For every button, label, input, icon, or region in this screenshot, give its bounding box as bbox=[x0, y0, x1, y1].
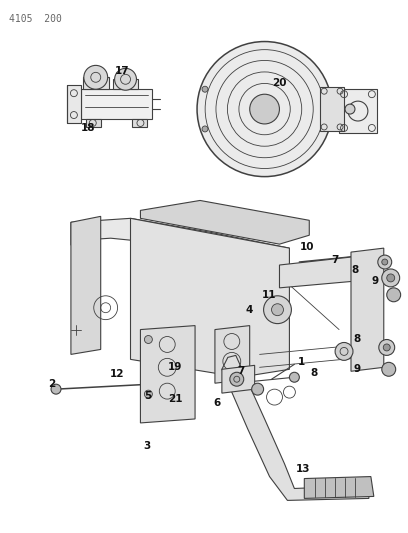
Polygon shape bbox=[83, 77, 109, 89]
Circle shape bbox=[382, 362, 396, 376]
Text: 8: 8 bbox=[310, 368, 318, 378]
Polygon shape bbox=[320, 87, 344, 131]
Text: 6: 6 bbox=[213, 398, 221, 408]
Polygon shape bbox=[81, 89, 152, 119]
Text: 4: 4 bbox=[246, 305, 253, 314]
Circle shape bbox=[264, 296, 291, 324]
Circle shape bbox=[144, 336, 152, 343]
Circle shape bbox=[335, 343, 353, 360]
Polygon shape bbox=[351, 248, 384, 372]
Polygon shape bbox=[86, 119, 101, 127]
Polygon shape bbox=[140, 200, 309, 244]
Circle shape bbox=[51, 384, 61, 394]
Text: 12: 12 bbox=[109, 369, 124, 379]
Text: 13: 13 bbox=[296, 464, 310, 474]
Polygon shape bbox=[71, 219, 289, 265]
Text: 9: 9 bbox=[353, 364, 361, 374]
Text: 4105  200: 4105 200 bbox=[9, 14, 62, 24]
Text: 18: 18 bbox=[80, 123, 95, 133]
Circle shape bbox=[387, 288, 401, 302]
Polygon shape bbox=[222, 365, 255, 393]
Text: 10: 10 bbox=[300, 242, 315, 252]
Circle shape bbox=[387, 274, 395, 282]
Circle shape bbox=[252, 383, 264, 395]
Circle shape bbox=[250, 94, 279, 124]
Text: 20: 20 bbox=[272, 78, 287, 88]
Circle shape bbox=[383, 344, 390, 351]
Text: 9: 9 bbox=[371, 276, 378, 286]
Circle shape bbox=[289, 372, 299, 382]
Polygon shape bbox=[71, 216, 101, 354]
Polygon shape bbox=[133, 119, 147, 127]
Polygon shape bbox=[67, 85, 81, 123]
Text: 8: 8 bbox=[353, 335, 361, 344]
Text: 2: 2 bbox=[49, 379, 55, 389]
Circle shape bbox=[202, 86, 208, 92]
Text: 7: 7 bbox=[331, 255, 339, 265]
Circle shape bbox=[378, 255, 392, 269]
Circle shape bbox=[115, 68, 136, 90]
Polygon shape bbox=[222, 356, 369, 500]
Text: 17: 17 bbox=[115, 66, 130, 76]
Circle shape bbox=[382, 269, 400, 287]
Polygon shape bbox=[113, 79, 138, 89]
Polygon shape bbox=[279, 255, 369, 288]
Circle shape bbox=[144, 390, 152, 398]
Circle shape bbox=[84, 66, 108, 89]
Circle shape bbox=[379, 340, 395, 356]
Text: 3: 3 bbox=[144, 441, 151, 451]
Polygon shape bbox=[339, 89, 377, 133]
Polygon shape bbox=[131, 219, 289, 377]
Circle shape bbox=[197, 42, 332, 176]
Circle shape bbox=[230, 372, 244, 386]
Text: 1: 1 bbox=[298, 357, 305, 367]
Circle shape bbox=[202, 126, 208, 132]
Polygon shape bbox=[140, 326, 195, 423]
Circle shape bbox=[272, 304, 284, 316]
Polygon shape bbox=[304, 477, 374, 498]
Text: 5: 5 bbox=[144, 391, 151, 401]
Text: 7: 7 bbox=[237, 366, 244, 376]
Text: 19: 19 bbox=[168, 362, 182, 373]
Circle shape bbox=[382, 259, 388, 265]
Text: 8: 8 bbox=[351, 265, 359, 275]
Circle shape bbox=[345, 104, 355, 114]
Text: 11: 11 bbox=[262, 290, 277, 300]
Text: 21: 21 bbox=[168, 394, 182, 404]
Polygon shape bbox=[215, 326, 250, 383]
